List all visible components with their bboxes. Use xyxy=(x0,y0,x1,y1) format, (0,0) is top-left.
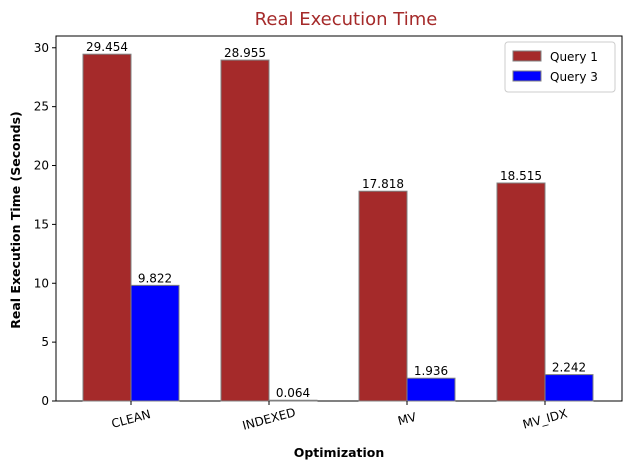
bar xyxy=(496,182,546,402)
x-axis-title: Optimization xyxy=(294,445,385,460)
bar xyxy=(220,59,270,402)
y-tick-label: 10 xyxy=(34,276,49,290)
y-tick-label: 0 xyxy=(41,394,49,408)
x-tick-label: CLEAN xyxy=(110,407,152,431)
bar-value-label: 9.822 xyxy=(138,271,172,285)
bar xyxy=(358,190,408,402)
x-tick-label: INDEXED xyxy=(241,405,297,433)
y-tick-label: 15 xyxy=(34,217,49,231)
bar xyxy=(82,53,132,402)
y-tick-label: 25 xyxy=(34,100,49,114)
bar-value-label: 17.818 xyxy=(362,177,404,191)
legend-swatch xyxy=(512,50,542,62)
bar-value-label: 29.454 xyxy=(86,40,128,54)
axes-frame xyxy=(55,35,623,402)
chart-title: Real Execution Time xyxy=(255,9,438,30)
plot-area: 0 5 10 15 20 25 30 29.454 9.822 CLEAN 28.955 0.064 I… xyxy=(34,35,623,433)
bar-value-label: 0.064 xyxy=(276,386,310,400)
y-tick-label: 5 xyxy=(41,335,49,349)
legend-entry-label: Query 3 xyxy=(550,70,598,84)
y-axis-title: Real Execution Time (Seconds) xyxy=(8,111,23,329)
bar-value-label: 2.242 xyxy=(552,361,586,375)
y-tick-label: 20 xyxy=(34,159,49,173)
bar-value-label: 18.515 xyxy=(500,169,542,183)
legend: Query 1 Query 3 xyxy=(504,41,616,93)
y-tick-label: 30 xyxy=(34,41,49,55)
bar xyxy=(406,377,456,402)
x-tick-label: MV xyxy=(396,410,418,429)
bar-value-label: 1.936 xyxy=(414,364,448,378)
legend-swatch xyxy=(512,70,542,82)
legend-entry-label: Query 1 xyxy=(550,50,598,64)
bar xyxy=(544,374,594,402)
bar-value-label: 28.955 xyxy=(224,46,266,60)
x-tick-label: MV_IDX xyxy=(521,406,569,431)
bar xyxy=(268,399,318,402)
bar xyxy=(130,284,180,402)
